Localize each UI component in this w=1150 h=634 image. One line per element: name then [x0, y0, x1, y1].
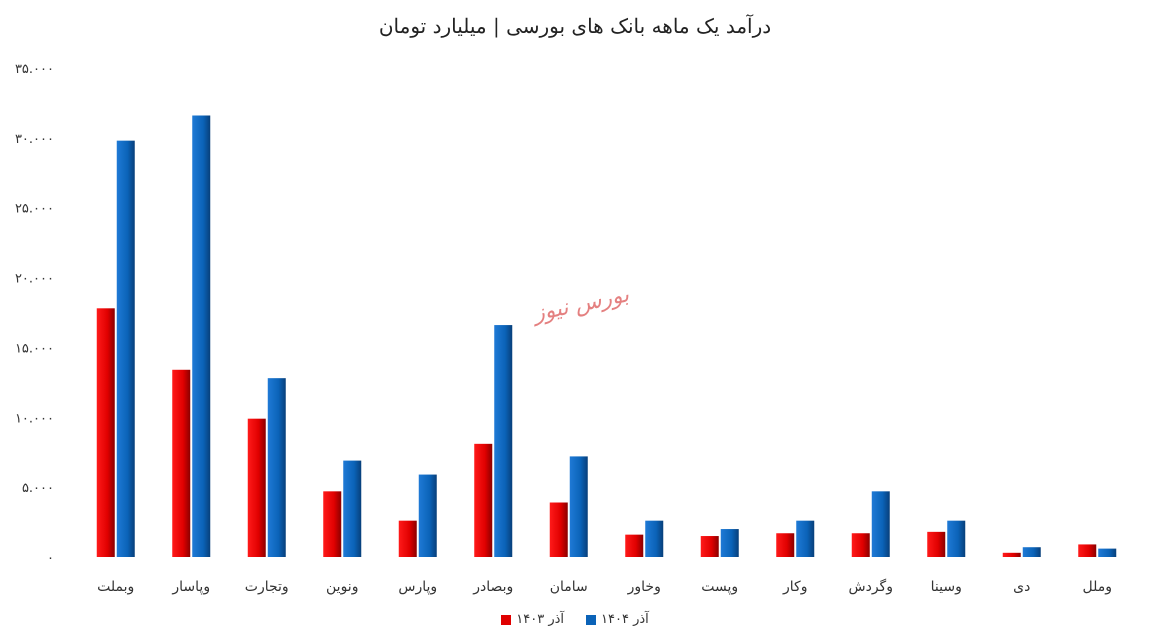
- bar-1403-2: [247, 418, 266, 557]
- bar-1403-3: [323, 491, 342, 557]
- legend-label-1404: آذر ۱۴۰۴: [601, 612, 649, 627]
- bar-1403-10: [851, 533, 870, 557]
- bar-1403-11: [927, 531, 946, 557]
- bar-1404-12: [1022, 547, 1041, 557]
- legend-item-1404: آذر ۱۴۰۴: [586, 612, 649, 627]
- x-category-label: وخاور: [627, 579, 661, 595]
- y-tick-label: ۱۰.۰۰۰: [15, 411, 54, 426]
- y-tick-label: ۵.۰۰۰: [22, 481, 54, 496]
- bar-1403-4: [398, 520, 417, 557]
- x-category-label: وتجارت: [245, 579, 289, 595]
- bar-1403-6: [549, 502, 568, 557]
- legend-item-1403: آذر ۱۴۰۳: [501, 612, 564, 627]
- y-tick-label: ۰: [47, 551, 54, 566]
- bar-1404-2: [267, 378, 286, 557]
- x-category-label: وگردش: [849, 578, 893, 595]
- bar-1403-8: [700, 536, 719, 557]
- legend-swatch-1404: [586, 614, 596, 625]
- x-category-label: سامان: [550, 579, 588, 595]
- bar-1404-0: [116, 140, 135, 557]
- x-category-label: وبملت: [97, 579, 134, 595]
- bar-1404-3: [343, 460, 362, 557]
- legend-swatch-1403: [501, 614, 512, 625]
- bar-1404-1: [192, 115, 211, 557]
- bar-1403-0: [96, 308, 115, 557]
- bar-1403-12: [1002, 552, 1021, 557]
- bar-1404-13: [1098, 548, 1117, 557]
- bar-1403-7: [625, 534, 644, 557]
- bar-1404-11: [947, 520, 966, 557]
- bar-1403-5: [474, 443, 493, 557]
- x-category-label: وپست: [701, 579, 738, 595]
- legend: آذر ۱۴۰۳ آذر ۱۴۰۴: [0, 612, 1150, 627]
- x-category-label: وکار: [782, 579, 807, 595]
- x-category-label: وملل: [1083, 579, 1113, 595]
- y-tick-label: ۳۵.۰۰۰: [15, 62, 54, 77]
- y-tick-label: ۳۰.۰۰۰: [15, 132, 54, 147]
- x-category-label: دی: [1013, 579, 1030, 595]
- bar-1404-9: [796, 520, 815, 557]
- y-tick-label: ۲۵.۰۰۰: [15, 202, 54, 217]
- bar-1404-7: [645, 520, 664, 557]
- bar-1404-4: [418, 474, 437, 557]
- bar-1404-5: [494, 325, 513, 557]
- chart-title: درآمد یک ماهه بانک های بورسی | میلیارد ت…: [378, 14, 772, 38]
- bar-1404-6: [569, 456, 588, 557]
- bar-1404-10: [871, 491, 890, 557]
- x-category-label: وسینا: [931, 579, 962, 595]
- x-category-label: ونوین: [326, 579, 358, 595]
- y-tick-label: ۱۵.۰۰۰: [15, 341, 54, 356]
- bar-1403-13: [1078, 544, 1097, 557]
- bar-1403-9: [776, 533, 795, 557]
- bar-1403-1: [172, 369, 191, 557]
- x-category-label: وبصادر: [472, 579, 513, 595]
- x-category-label: وپاسار: [171, 579, 210, 595]
- y-tick-label: ۲۰.۰۰۰: [15, 272, 54, 287]
- bar-1404-8: [720, 529, 739, 557]
- x-category-label: وپارس: [398, 579, 437, 595]
- legend-label-1403: آذر ۱۴۰۳: [516, 612, 564, 627]
